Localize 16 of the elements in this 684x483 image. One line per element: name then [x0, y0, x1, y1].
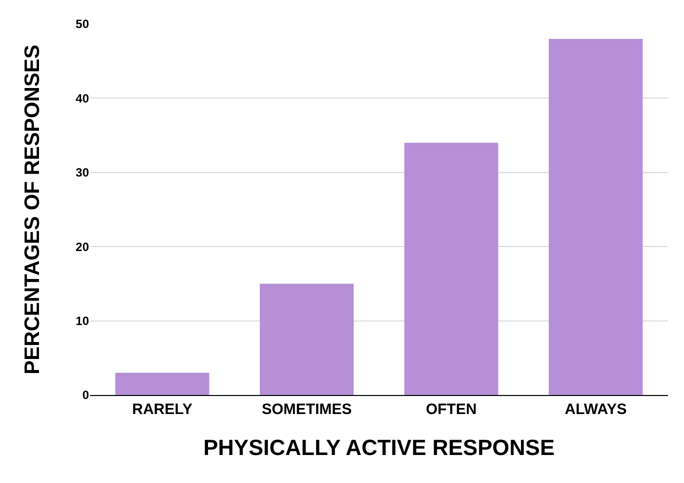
x-tick-label: OFTEN: [426, 401, 477, 418]
x-tick-label: SOMETIMES: [262, 401, 352, 418]
bar: [404, 142, 498, 395]
x-axis-title: PHYSICALLY ACTIVE RESPONSE: [203, 434, 555, 460]
bar: [260, 284, 354, 395]
y-axis-title: PERCENTAGES OF RESPONSES: [20, 44, 44, 374]
bar: [115, 372, 210, 395]
x-tick-label: ALWAYS: [564, 401, 627, 418]
y-tick-label: 20: [76, 240, 90, 254]
y-tick-label: 30: [76, 166, 90, 180]
y-tick-label: 0: [82, 388, 90, 402]
x-tick-label: RARELY: [132, 401, 192, 418]
y-tick-label: 10: [76, 314, 90, 328]
y-tick-label: 50: [76, 17, 90, 32]
y-tick-label: 40: [76, 91, 90, 106]
bar: [548, 38, 643, 395]
